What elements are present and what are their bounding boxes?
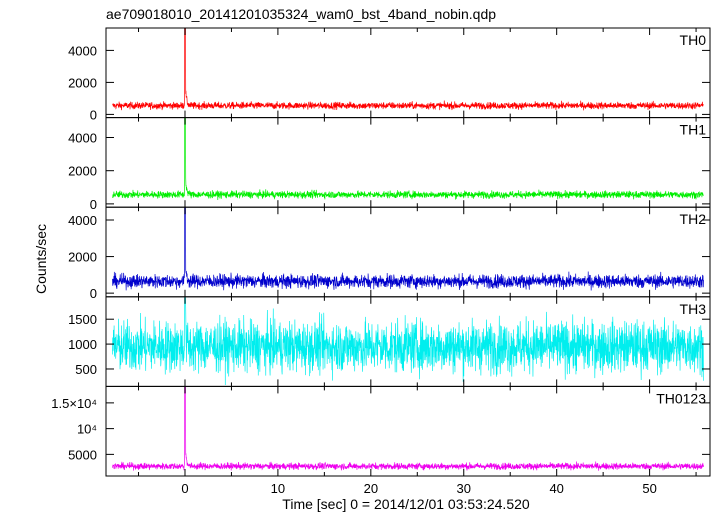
y-tick-label: 5000	[68, 447, 97, 462]
x-tick-label: 20	[364, 481, 378, 496]
y-tick-label: 1.5×10⁴	[51, 396, 97, 411]
y-tick-label: 0	[90, 107, 97, 122]
panel-label-th1: TH1	[680, 122, 707, 138]
y-tick-label: 10⁴	[77, 422, 97, 437]
panel-frame	[105, 385, 711, 477]
panel-label-th2: TH2	[680, 211, 707, 227]
x-tick-label: 40	[549, 481, 563, 496]
y-tick-label: 2000	[68, 75, 97, 90]
series-line-th3	[112, 296, 704, 386]
x-axis-label: Time [sec] 0 = 2014/12/01 03:53:24.520	[282, 496, 530, 512]
y-tick-label: 0	[90, 197, 97, 212]
y-tick-label: 2000	[68, 164, 97, 179]
series-line-th1	[112, 117, 704, 201]
y-tick-label: 4000	[68, 213, 97, 228]
y-tick-label: 1000	[68, 337, 97, 352]
x-tick-label: 30	[457, 481, 471, 496]
panel-label-th0123: TH0123	[656, 390, 706, 406]
y-tick-label: 4000	[68, 131, 97, 146]
panel-label-th3: TH3	[680, 301, 707, 317]
y-tick-label: 0	[90, 286, 97, 301]
y-tick-label: 1500	[68, 312, 97, 327]
series-line-th0	[112, 28, 704, 111]
y-axis-label: Counts/sec	[33, 224, 49, 294]
series-line-th0123	[112, 386, 704, 471]
y-tick-label: 500	[75, 362, 97, 377]
x-tick-label: 50	[642, 481, 656, 496]
y-tick-label: 2000	[68, 250, 97, 265]
x-tick-label: 0	[181, 481, 188, 496]
series-line-th2	[112, 207, 704, 291]
panel-label-th0: TH0	[680, 32, 707, 48]
chart-title: ae709018010_20141201035324_wam0_bst_4ban…	[106, 6, 496, 22]
x-tick-label: 10	[271, 481, 285, 496]
y-tick-label: 4000	[68, 43, 97, 58]
